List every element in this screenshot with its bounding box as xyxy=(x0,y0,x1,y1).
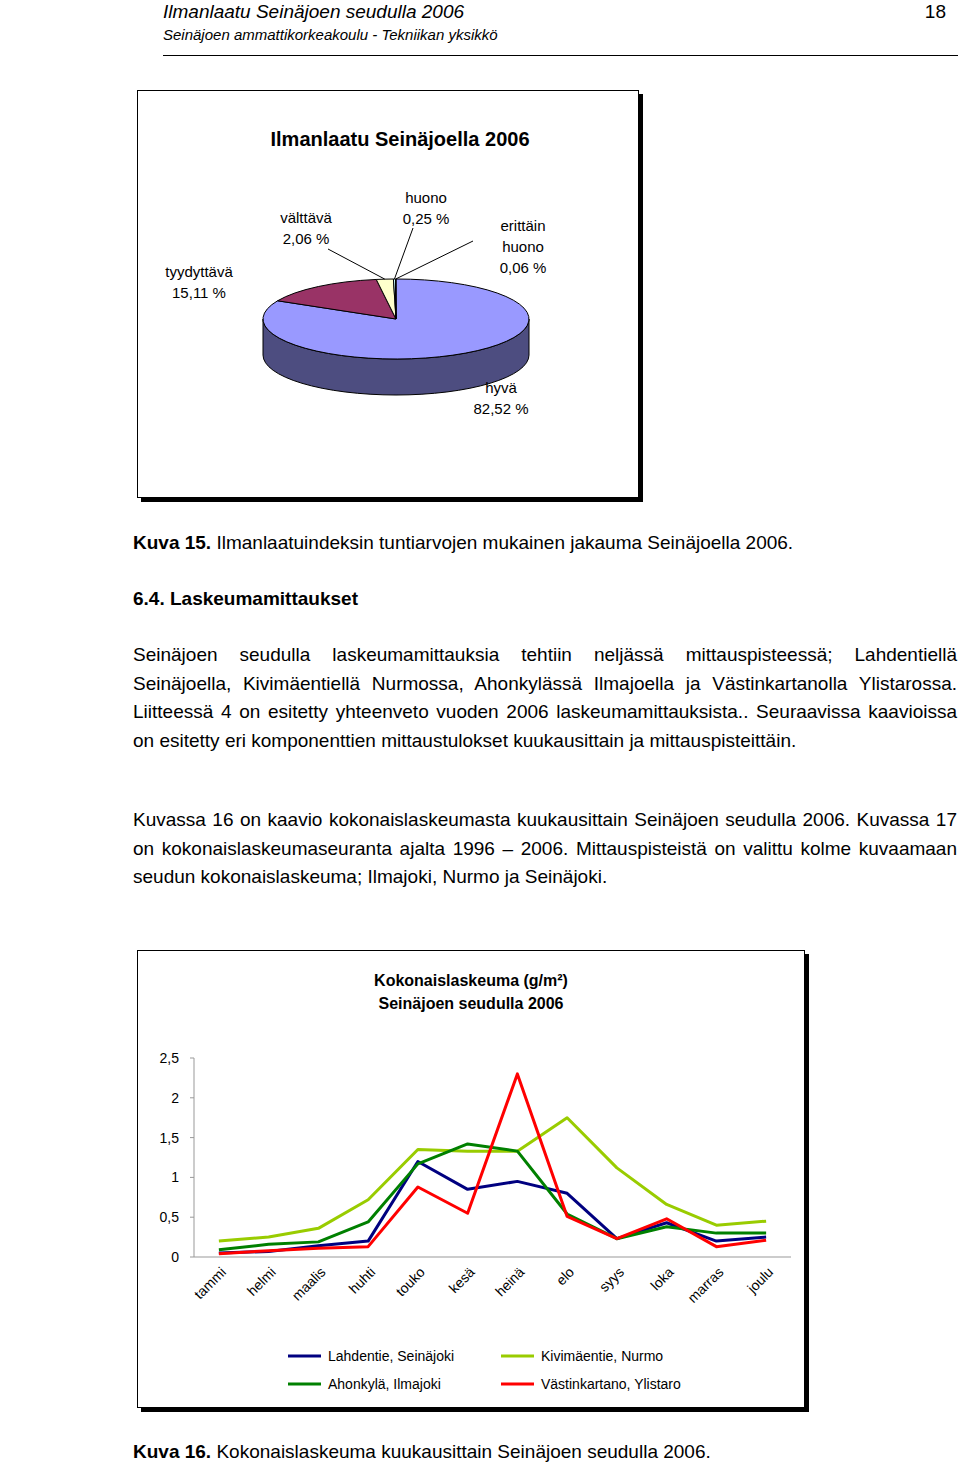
slice-value-label: 0,06 % xyxy=(500,259,547,276)
slice-label-line: huono xyxy=(502,238,544,255)
x-tick-label: helmi xyxy=(244,1264,279,1299)
x-tick-label: touko xyxy=(392,1264,428,1300)
legend-swatch xyxy=(501,1355,534,1358)
legend-label: Ahonkylä, Ilmajoki xyxy=(328,1376,441,1392)
chart-title: Kokonaislaskeuma (g/m²) xyxy=(374,972,568,989)
y-tick-label: 2,5 xyxy=(160,1050,180,1066)
figure-caption: Kuva 15. Ilmanlaatuindeksin tuntiarvojen… xyxy=(133,532,793,554)
legend-swatch xyxy=(288,1383,321,1386)
paragraph: Seinäjoen seudulla laskeumamittauksia te… xyxy=(133,641,957,755)
y-tick xyxy=(190,1137,194,1138)
chart-subtitle: Seinäjoen seudulla 2006 xyxy=(379,995,564,1012)
slice-value-label: 82,52 % xyxy=(473,400,528,417)
line-chart: Kokonaislaskeuma (g/m²) Seinäjoen seudull… xyxy=(138,951,804,1407)
slice-label-line: välttävä xyxy=(280,209,332,226)
slice-label: välttävä xyxy=(280,209,332,226)
line-chart-frame: Kokonaislaskeuma (g/m²) Seinäjoen seudull… xyxy=(137,950,805,1408)
slice-label-line: tyydyttävä xyxy=(165,263,233,280)
figure-caption-text: Kokonaislaskeuma kuukausittain Seinäjoen… xyxy=(216,1441,710,1462)
section-title: Laskeumamittaukset xyxy=(170,588,358,609)
x-tick-label: loka xyxy=(647,1264,677,1294)
section-heading: 6.4. Laskeumamittaukset xyxy=(133,588,358,610)
slice-label: tyydyttävä xyxy=(165,263,233,280)
figure-label: Kuva 15. xyxy=(133,532,211,553)
slice-value-label: 15,11 % xyxy=(172,284,226,301)
section-number: 6.4. xyxy=(133,588,165,609)
slice-label: huono xyxy=(405,189,447,206)
x-tick-label: marras xyxy=(684,1264,726,1306)
pie-slice xyxy=(395,279,397,319)
y-tick xyxy=(190,1097,194,1098)
paragraph: Kuvassa 16 on kaavio kokonaislaskeumasta… xyxy=(133,806,957,892)
slice-label-line: erittäin xyxy=(500,217,545,234)
y-tick-label: 2 xyxy=(171,1090,179,1106)
slice-label-line: hyvä xyxy=(485,379,517,396)
pie-chart: Ilmanlaatu Seinäjoella 2006 hyvä 82,52 % ty… xyxy=(138,91,638,497)
legend-swatch xyxy=(288,1355,321,1358)
y-axis xyxy=(194,1058,195,1257)
header-title: Ilmanlaatu Seinäjoen seudulla 2006 xyxy=(163,1,464,23)
slice-label-line: huono xyxy=(405,189,447,206)
series-line xyxy=(219,1161,766,1253)
y-tick-label: 0,5 xyxy=(160,1209,180,1225)
series-line xyxy=(219,1144,766,1250)
slice-value-label: 2,06 % xyxy=(283,230,330,247)
plot-lines xyxy=(219,1074,766,1254)
header-subtitle: Seinäjoen ammattikorkeakoulu - Tekniikan… xyxy=(163,26,498,43)
x-tick-label: elo xyxy=(553,1264,578,1289)
x-tick-label: tammi xyxy=(191,1264,229,1302)
y-tick xyxy=(190,1217,194,1218)
pie-slice xyxy=(278,279,396,319)
series-line xyxy=(219,1118,766,1241)
chart-title: Ilmanlaatu Seinäjoella 2006 xyxy=(270,128,529,150)
figure-label: Kuva 16. xyxy=(133,1441,211,1462)
series-line xyxy=(219,1074,766,1254)
pie-slice xyxy=(376,279,396,319)
y-tick-label: 1 xyxy=(171,1169,179,1185)
x-tick-label: syys xyxy=(596,1264,627,1295)
legend-label: Kivimäentie, Nurmo xyxy=(541,1348,663,1364)
y-tick xyxy=(190,1058,194,1059)
legend-label: Lahdentie, Seinäjoki xyxy=(328,1348,454,1364)
x-tick-label: heinä xyxy=(492,1264,528,1300)
leader-line xyxy=(396,241,473,279)
y-tick-label: 0 xyxy=(171,1249,179,1265)
x-tick-label: huhti xyxy=(345,1264,378,1297)
x-tick-label: joulu xyxy=(743,1264,776,1297)
page-number: 18 xyxy=(925,1,946,23)
legend-swatch xyxy=(501,1383,534,1386)
slice-label: hyvä xyxy=(485,379,517,396)
x-axis xyxy=(194,1257,791,1258)
slice-label: erittäin huono xyxy=(500,217,545,255)
leader-line xyxy=(328,249,385,279)
slice-value-label: 0,25 % xyxy=(403,210,450,227)
y-tick xyxy=(190,1177,194,1178)
x-tick-label: maalis xyxy=(289,1264,329,1304)
pie-slice xyxy=(393,279,396,319)
y-tick xyxy=(190,1257,194,1258)
pie-top xyxy=(263,279,529,359)
header-rule xyxy=(163,55,958,56)
x-tick-label: kesä xyxy=(446,1264,478,1296)
y-tick-label: 1,5 xyxy=(160,1130,180,1146)
pie-slice xyxy=(263,279,529,359)
legend-label: Västinkartano, Ylistaro xyxy=(541,1376,681,1392)
figure-caption-text: Ilmanlaatuindeksin tuntiarvojen mukainen… xyxy=(216,532,793,553)
figure-caption: Kuva 16. Kokonaislaskeuma kuukausittain … xyxy=(133,1441,711,1463)
pie-chart-frame: Ilmanlaatu Seinäjoella 2006 hyvä 82,52 % ty… xyxy=(137,90,639,498)
